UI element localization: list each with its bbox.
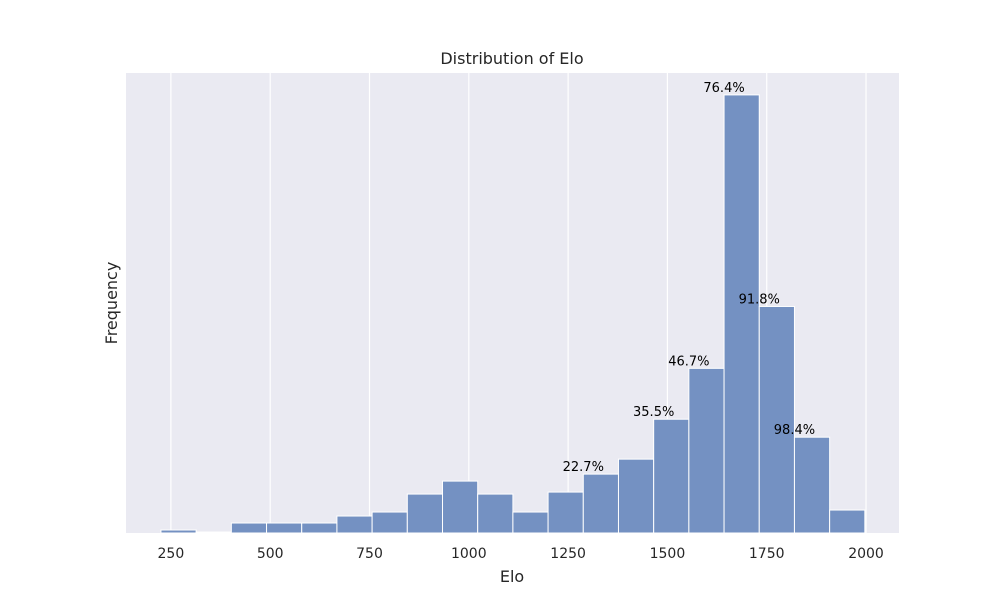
bar-annotation: 98.4% [774, 423, 815, 438]
y-axis-label: Frequency [102, 262, 121, 345]
histogram-bar [195, 531, 232, 534]
bar-annotation: 46.7% [668, 354, 709, 369]
histogram-bar [688, 367, 725, 534]
histogram-bar [442, 480, 479, 534]
x-tick-label: 1500 [650, 546, 686, 562]
histogram-bar [582, 473, 619, 534]
histogram-bar [266, 522, 303, 534]
bar-annotation: 22.7% [563, 460, 604, 475]
histogram-bar [653, 418, 690, 534]
x-tick-label: 1000 [451, 546, 487, 562]
histogram-bar [512, 511, 549, 534]
x-tick-label: 250 [158, 546, 185, 562]
histogram-bar [301, 522, 338, 534]
bar-annotation: 35.5% [633, 405, 674, 420]
histogram-bar [617, 458, 655, 534]
bar-annotation: 91.8% [739, 292, 780, 307]
x-tick-label: 1250 [550, 546, 586, 562]
x-tick-label: 500 [257, 546, 284, 562]
x-axis-label: Elo [500, 567, 524, 586]
histogram-bar [336, 515, 373, 534]
histogram-bar [758, 305, 795, 534]
bar-annotation: 76.4% [703, 81, 744, 96]
histogram-bar [230, 522, 268, 534]
histogram-bar [547, 491, 584, 534]
x-tick-label: 1750 [749, 546, 785, 562]
histogram-bar [829, 509, 866, 534]
histogram-bar [723, 94, 760, 534]
x-tick-label: 750 [356, 546, 383, 562]
histogram-bar [371, 511, 408, 534]
histogram-bar [406, 493, 444, 534]
histogram-bar [160, 529, 197, 534]
histogram-bar [793, 436, 831, 534]
chart-title: Distribution of Elo [440, 49, 583, 68]
histogram-bar [477, 493, 514, 534]
x-tick-label: 2000 [848, 546, 884, 562]
